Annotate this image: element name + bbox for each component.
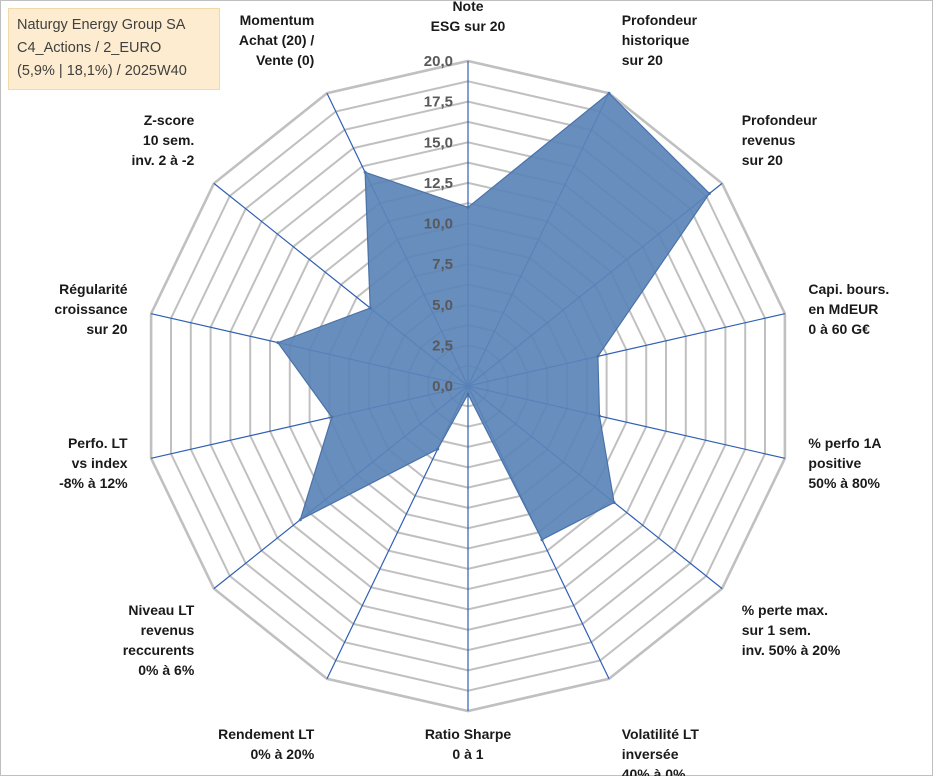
data-point — [598, 414, 601, 418]
axis-label-line: % perte max. — [742, 602, 828, 618]
data-point — [368, 306, 372, 310]
info-stats: (5,9% | 18,1%) / 2025W40 — [17, 63, 187, 79]
tick-label: 0,0 — [432, 378, 453, 395]
axis-label-line: Volatilité LT — [622, 726, 700, 742]
axis-label: Ratio Sharpe 0 à 1 — [425, 726, 512, 762]
axis-label-line: 0 à 60 G€ — [808, 321, 870, 337]
axis-label-line: positive — [808, 455, 861, 471]
axis-label-line: Vente (0) — [256, 52, 314, 68]
axis-label: Capi. bours. en MdEUR 0 à 60 G€ — [808, 281, 889, 337]
axis-label-line: Rendement LT — [218, 726, 315, 742]
tick-label: 17,5 — [424, 94, 453, 111]
axis-label-line: inv. 50% à 20% — [742, 642, 841, 658]
tick-label: 10,0 — [424, 216, 453, 233]
radar-tick-labels: 0,0 2,5 5,0 7,5 10,0 12,5 15,0 17,5 20,0 — [424, 53, 453, 395]
radar-series — [276, 91, 711, 542]
axis-label-line: historique — [622, 32, 690, 48]
axis-label: Note ESG sur 20 — [431, 0, 506, 34]
data-point — [298, 518, 302, 522]
axis-label-line: 40% à 0% — [622, 766, 686, 776]
info-box: Naturgy Energy Group SA C4_Actions / 2_E… — [8, 8, 220, 90]
axis-label-line: Perfo. LT — [68, 435, 128, 451]
data-point — [607, 91, 611, 95]
axis-label-line: Note — [452, 0, 483, 14]
tick-label: 15,0 — [424, 134, 453, 151]
axis-label-line: vs index — [72, 455, 128, 471]
data-point — [276, 341, 280, 345]
radar-axis-labels: Note ESG sur 20 Profondeur historique sur 20… — [54, 0, 889, 776]
tick-label: 5,0 — [432, 297, 453, 314]
info-category: C4_Actions / 2_EURO — [17, 40, 162, 56]
data-point — [596, 354, 600, 358]
data-point — [466, 392, 470, 396]
axis-label-line: ESG sur 20 — [431, 18, 506, 34]
axis-label-line: 0% à 6% — [138, 662, 195, 678]
axis-label-line: inv. 2 à -2 — [132, 152, 195, 168]
tick-label: 20,0 — [424, 53, 453, 70]
axis-label-line: sur 20 — [622, 52, 663, 68]
axis-label: Rendement LT 0% à 20% — [218, 726, 315, 762]
axis-label: % perte max. sur 1 sem. inv. 50% à 20% — [742, 602, 841, 658]
axis-label: Momentum Achat (20) / Vente (0) — [239, 12, 315, 68]
data-point — [707, 192, 711, 195]
tick-label: 2,5 — [432, 337, 453, 354]
axis-label: % perfo 1A positive 50% à 80% — [808, 435, 881, 491]
axis-label-line: en MdEUR — [808, 301, 878, 317]
data-point — [330, 415, 334, 419]
data-point — [466, 205, 470, 209]
axis-label-line: % perfo 1A — [808, 435, 881, 451]
axis-label-line: 50% à 80% — [808, 475, 880, 491]
axis-label: Profondeur historique sur 20 — [622, 12, 698, 68]
axis-label-line: Z-score — [144, 112, 195, 128]
axis-label-line: reccurents — [123, 642, 195, 658]
data-point — [436, 447, 440, 451]
axis-label: Régularité croissance sur 20 — [54, 281, 127, 337]
data-point — [363, 170, 367, 174]
axis-label: Perfo. LT vs index -8% à 12% — [59, 435, 128, 491]
tick-label: 7,5 — [432, 256, 453, 273]
data-point — [612, 501, 616, 504]
axis-label-line: sur 20 — [742, 152, 783, 168]
axis-label-line: croissance — [54, 301, 127, 317]
axis-label: Z-score 10 sem. inv. 2 à -2 — [132, 112, 195, 168]
axis-label-line: Momentum — [240, 12, 315, 28]
axis-label-line: Régularité — [59, 281, 128, 297]
axis-label-line: Achat (20) / — [239, 32, 315, 48]
series-area — [276, 92, 711, 541]
axis-label: Volatilité LT inversée 40% à 0% — [622, 726, 700, 776]
info-company-name: Naturgy Energy Group SA — [17, 17, 186, 33]
axis-label-line: Niveau LT — [128, 602, 194, 618]
tick-label: 12,5 — [424, 175, 453, 192]
axis-label-line: inversée — [622, 746, 679, 762]
axis-label-line: Capi. bours. — [808, 281, 889, 297]
axis-label-line: -8% à 12% — [59, 475, 128, 491]
axis-label-line: revenus — [141, 622, 195, 638]
axis-label-line: sur 20 — [86, 321, 127, 337]
axis-label-line: sur 1 sem. — [742, 622, 811, 638]
data-point — [540, 538, 544, 542]
axis-label: Profondeur revenus sur 20 — [742, 112, 818, 168]
axis-label-line: 0 à 1 — [452, 746, 483, 762]
axis-label-line: Profondeur — [742, 112, 818, 128]
axis-label-line: revenus — [742, 132, 796, 148]
axis-label-line: 10 sem. — [143, 132, 194, 148]
axis-label-line: Profondeur — [622, 12, 698, 28]
axis-label: Niveau LT revenus reccurents 0% à 6% — [123, 602, 195, 678]
axis-label-line: Ratio Sharpe — [425, 726, 512, 742]
axis-label-line: 0% à 20% — [250, 746, 314, 762]
